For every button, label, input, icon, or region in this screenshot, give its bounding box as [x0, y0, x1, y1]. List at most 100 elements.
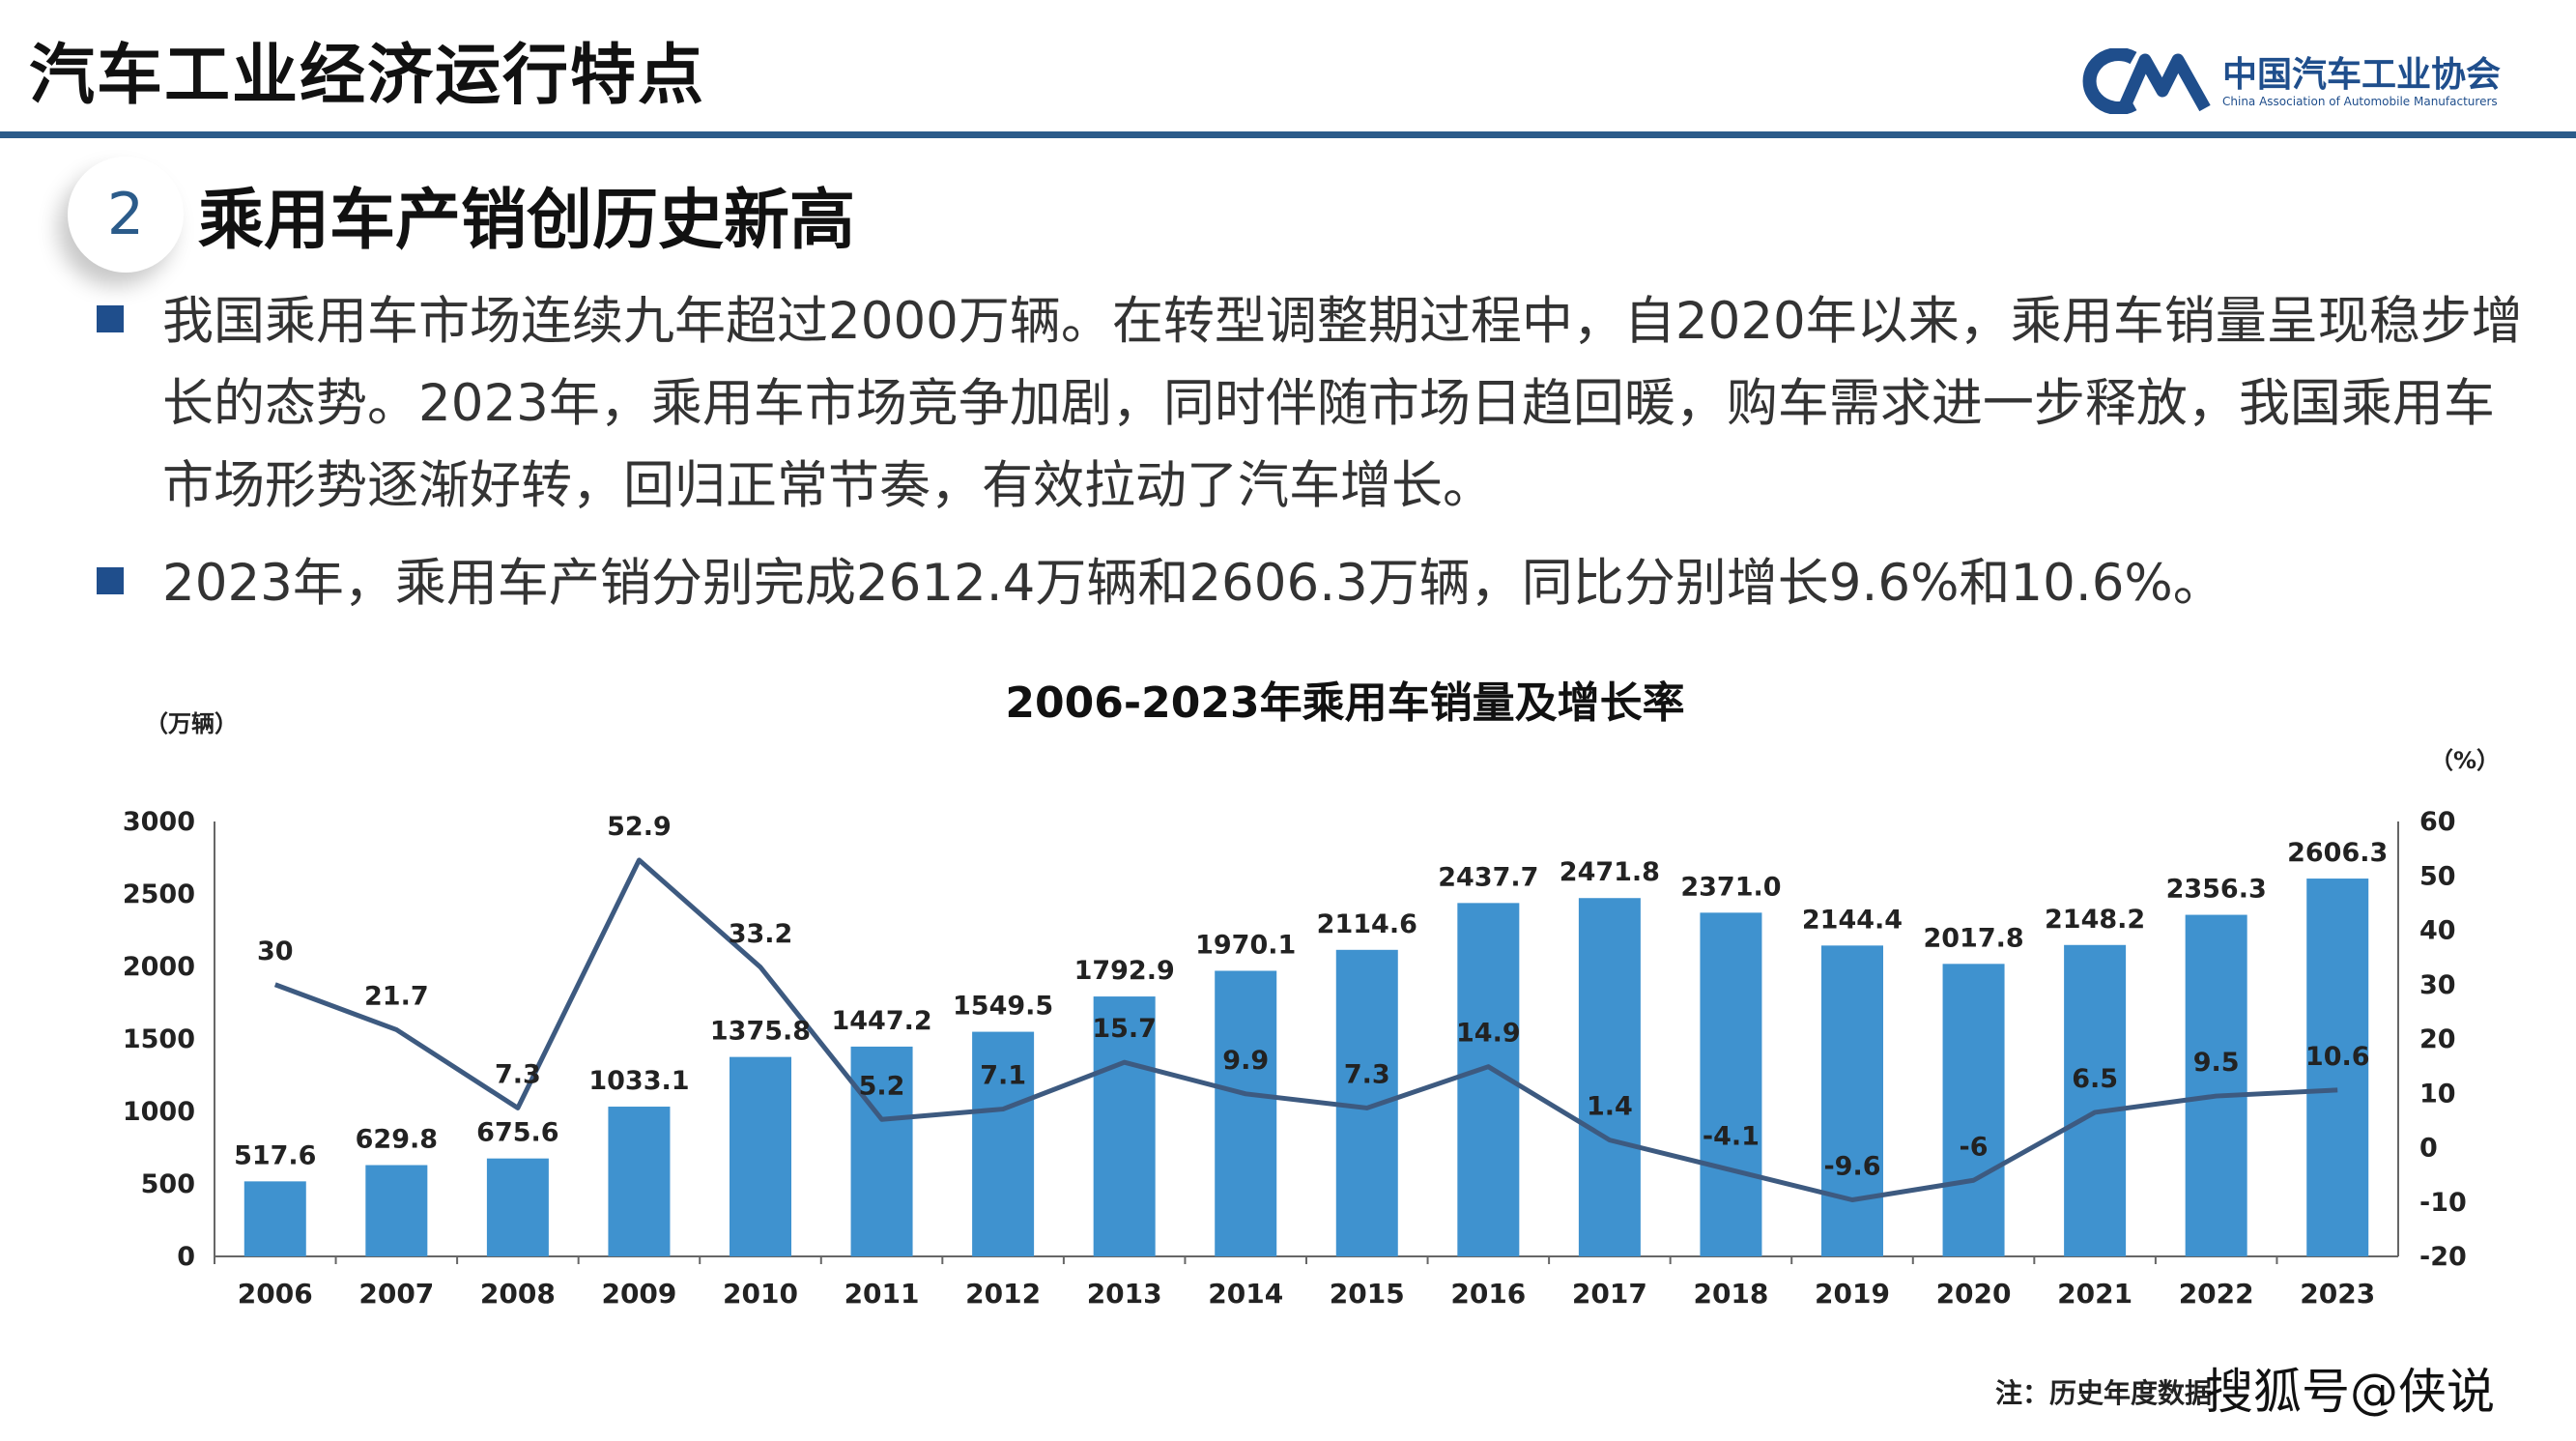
- bullet-marker: [97, 567, 124, 594]
- growth-value-label: 52.9: [607, 812, 672, 842]
- right-tick-label: 0: [2419, 1134, 2438, 1164]
- x-tick-label: 2020: [1936, 1278, 2012, 1310]
- right-tick-label: 20: [2419, 1024, 2456, 1054]
- x-tick-label: 2021: [2057, 1278, 2132, 1310]
- sales-bar: [850, 1046, 913, 1256]
- bar-value-label: 2437.7: [1438, 862, 1538, 892]
- growth-value-label: 14.9: [1456, 1019, 1521, 1049]
- sales-bar: [486, 1158, 549, 1256]
- sales-bar: [1942, 964, 2005, 1256]
- x-tick-label: 2014: [1208, 1278, 1283, 1310]
- right-tick-label: 30: [2419, 970, 2456, 1000]
- growth-value-label: 30: [257, 937, 294, 966]
- logo-text-cn: 中国汽车工业协会: [2222, 55, 2502, 95]
- x-tick-label: 2009: [601, 1278, 676, 1310]
- growth-value-label: 9.5: [2193, 1048, 2240, 1078]
- left-tick-label: 2500: [123, 879, 195, 909]
- bullet-marker: [97, 305, 124, 332]
- sales-bar: [365, 1165, 428, 1256]
- bar-value-label: 2144.4: [1802, 905, 1903, 935]
- growth-value-label: 21.7: [364, 981, 429, 1011]
- logo-text-en: China Association of Automobile Manufact…: [2222, 95, 2498, 108]
- bar-value-label: 2017.8: [1923, 923, 2023, 953]
- bar-value-label: 1375.8: [710, 1017, 811, 1047]
- bar-value-label: 517.6: [234, 1140, 316, 1170]
- right-tick-label: -10: [2419, 1188, 2467, 1218]
- growth-value-label: 1.4: [1587, 1092, 1633, 1122]
- right-tick-label: 10: [2419, 1079, 2456, 1109]
- bar-value-label: 2371.0: [1680, 872, 1781, 902]
- x-tick-label: 2006: [238, 1278, 313, 1310]
- growth-value-label: 5.2: [859, 1071, 905, 1101]
- chart-title: 2006-2023年乘用车销量及增长率: [1005, 678, 1684, 728]
- bar-value-label: 2114.6: [1317, 909, 1417, 939]
- sales-bar: [1093, 996, 1156, 1256]
- caam-logo-icon: [2082, 48, 2211, 114]
- bar-value-label: 1970.1: [1195, 930, 1296, 960]
- left-axis-unit: （万辆）: [145, 710, 238, 737]
- sales-bar: [608, 1107, 671, 1256]
- growth-value-label: 7.1: [980, 1061, 1026, 1091]
- growth-value-label: -9.6: [1823, 1152, 1880, 1182]
- section-heading: 乘用车产销创历史新高: [198, 183, 856, 259]
- growth-value-label: 7.3: [1344, 1059, 1390, 1089]
- sales-bar: [243, 1181, 306, 1256]
- x-tick-label: 2019: [1815, 1278, 1890, 1310]
- bar-value-label: 629.8: [356, 1125, 438, 1155]
- right-tick-label: 40: [2419, 916, 2456, 946]
- logo: 中国汽车工业协会 China Association of Automobile…: [2077, 43, 2541, 120]
- sales-bar: [2306, 879, 2369, 1256]
- growth-value-label: 33.2: [729, 919, 793, 949]
- bar-value-label: 1792.9: [1074, 956, 1175, 986]
- x-tick-label: 2022: [2179, 1278, 2254, 1310]
- x-tick-label: 2017: [1572, 1278, 1647, 1310]
- sales-bar: [1821, 945, 1883, 1256]
- page-title: 汽车工业经济运行特点: [29, 38, 706, 114]
- bar-value-label: 1447.2: [831, 1006, 931, 1036]
- bar-value-label: 1549.5: [953, 992, 1053, 1022]
- section-number-badge: 2: [68, 157, 184, 273]
- growth-value-label: 6.5: [2072, 1064, 2118, 1094]
- right-tick-label: 60: [2419, 807, 2456, 837]
- sales-bar: [1700, 912, 1762, 1256]
- sales-growth-chart: 2006-2023年乘用车销量及增长率 （万辆） （%） 05001000150…: [123, 678, 2500, 1310]
- x-tick-label: 2007: [358, 1278, 434, 1310]
- x-tick-label: 2018: [1693, 1278, 1768, 1310]
- header-divider: [0, 131, 2576, 138]
- right-tick-label: -20: [2419, 1242, 2467, 1272]
- sales-bar: [1578, 898, 1641, 1256]
- bullet-text-1: 我国乘用车市场连续九年超过2000万辆。在转型调整期过程中，自2020年以来，乘…: [162, 292, 2523, 515]
- x-tick-label: 2013: [1087, 1278, 1162, 1310]
- growth-value-label: 15.7: [1092, 1014, 1157, 1044]
- right-tick-label: 50: [2419, 861, 2456, 891]
- bar-value-label: 2471.8: [1560, 857, 1660, 887]
- growth-value-label: 7.3: [495, 1059, 541, 1089]
- x-tick-label: 2012: [965, 1278, 1041, 1310]
- growth-value-label: 10.6: [2305, 1042, 2370, 1072]
- left-tick-label: 1500: [123, 1024, 195, 1054]
- x-tick-label: 2008: [480, 1278, 556, 1310]
- sales-bar: [1215, 970, 1277, 1256]
- bar-value-label: 1033.1: [588, 1066, 689, 1096]
- sales-bar: [730, 1056, 791, 1256]
- growth-value-label: 9.9: [1222, 1046, 1269, 1076]
- left-tick-label: 500: [141, 1169, 195, 1199]
- bar-value-label: 2606.3: [2287, 838, 2388, 868]
- sales-bar: [2185, 914, 2247, 1256]
- bullet-text-2: 2023年，乘用车产销分别完成2612.4万辆和2606.3万辆，同比分别增长9…: [162, 554, 2224, 613]
- footnote: 注：历史年度数据: [1995, 1377, 2213, 1409]
- bar-value-label: 2148.2: [2045, 905, 2145, 935]
- sales-bar: [972, 1031, 1035, 1256]
- x-tick-label: 2010: [723, 1278, 798, 1310]
- sales-bar: [2064, 944, 2127, 1256]
- left-tick-label: 0: [177, 1242, 195, 1272]
- x-tick-label: 2016: [1450, 1278, 1526, 1310]
- growth-rate-line: [273, 857, 2338, 1202]
- left-tick-label: 1000: [123, 1097, 195, 1127]
- right-axis-unit: （%）: [2430, 747, 2500, 774]
- growth-value-label: -4.1: [1703, 1122, 1760, 1152]
- bar-value-label: 2356.3: [2166, 875, 2267, 905]
- x-tick-label: 2023: [2300, 1278, 2375, 1310]
- left-tick-label: 3000: [123, 807, 195, 837]
- bar-value-label: 675.6: [476, 1118, 558, 1148]
